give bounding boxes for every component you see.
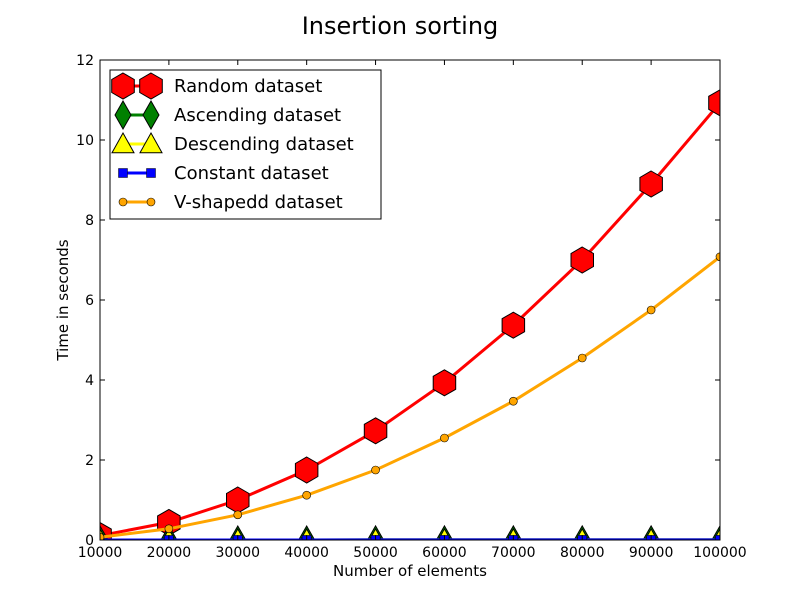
x-tick-label: 60000 — [422, 545, 467, 561]
legend-marker — [142, 99, 160, 131]
data-point — [100, 532, 105, 540]
data-point — [509, 396, 518, 406]
legend-entry: Ascending dataset — [114, 99, 341, 131]
legend-entry: V-shapedd dataset — [118, 192, 343, 213]
legend-entry: Random dataset — [111, 72, 322, 100]
legend-label: Random dataset — [174, 76, 322, 97]
legend-marker — [146, 168, 156, 178]
legend-entry: Descending dataset — [111, 131, 354, 155]
x-tick-label: 20000 — [147, 545, 192, 561]
data-point — [363, 417, 388, 445]
x-tick-label: 90000 — [629, 545, 674, 561]
y-axis-label: Time in seconds — [54, 239, 72, 361]
data-point — [302, 490, 311, 500]
data-point — [577, 353, 587, 363]
x-tick-label: 30000 — [216, 545, 261, 561]
legend-marker — [146, 197, 156, 207]
series-4 — [100, 252, 720, 540]
legend: Random dataset Ascending dataset Descendin… — [109, 69, 382, 220]
data-point — [371, 465, 380, 475]
legend-marker — [118, 168, 128, 178]
legend-marker — [118, 197, 128, 207]
legend-label: Ascending dataset — [174, 105, 341, 126]
legend-entry: Constant dataset — [118, 163, 329, 184]
data-point — [226, 486, 250, 514]
legend-marker — [114, 99, 132, 131]
x-tick-label: 10000 — [78, 545, 123, 561]
data-point — [233, 510, 243, 520]
data-point — [639, 170, 663, 198]
data-point — [440, 433, 449, 443]
data-point — [715, 252, 720, 262]
x-tick-label: 80000 — [560, 545, 605, 561]
legend-marker — [111, 72, 135, 100]
series-0 — [100, 89, 720, 540]
data-point — [294, 456, 319, 484]
y-tick-label: 0 — [85, 533, 94, 549]
data-point — [570, 246, 594, 274]
legend-marker — [139, 72, 163, 100]
y-tick-label: 12 — [76, 53, 94, 69]
y-tick-label: 4 — [85, 373, 94, 389]
legend-label: Descending dataset — [174, 134, 354, 155]
y-tick-label: 2 — [85, 453, 94, 469]
chart-title: Insertion sorting — [302, 12, 499, 40]
series-line — [100, 255, 720, 539]
data-point — [432, 369, 457, 397]
data-point — [501, 311, 526, 339]
series-line — [100, 101, 720, 538]
legend-marker — [111, 131, 135, 154]
y-tick-label: 10 — [76, 133, 94, 149]
data-point — [646, 305, 656, 315]
x-tick-label: 40000 — [284, 545, 329, 561]
x-tick-label: 50000 — [353, 545, 398, 561]
y-tick-label: 8 — [85, 213, 94, 229]
legend-marker — [139, 131, 163, 154]
y-tick-label: 6 — [85, 293, 94, 309]
legend-label: Constant dataset — [174, 163, 329, 184]
legend-label: V-shapedd dataset — [174, 192, 343, 213]
x-axis-label: Number of elements — [333, 562, 487, 580]
x-tick-label: 100000 — [693, 545, 746, 561]
data-point — [708, 89, 720, 117]
data-point — [164, 524, 174, 534]
x-tick-label: 70000 — [491, 545, 536, 561]
